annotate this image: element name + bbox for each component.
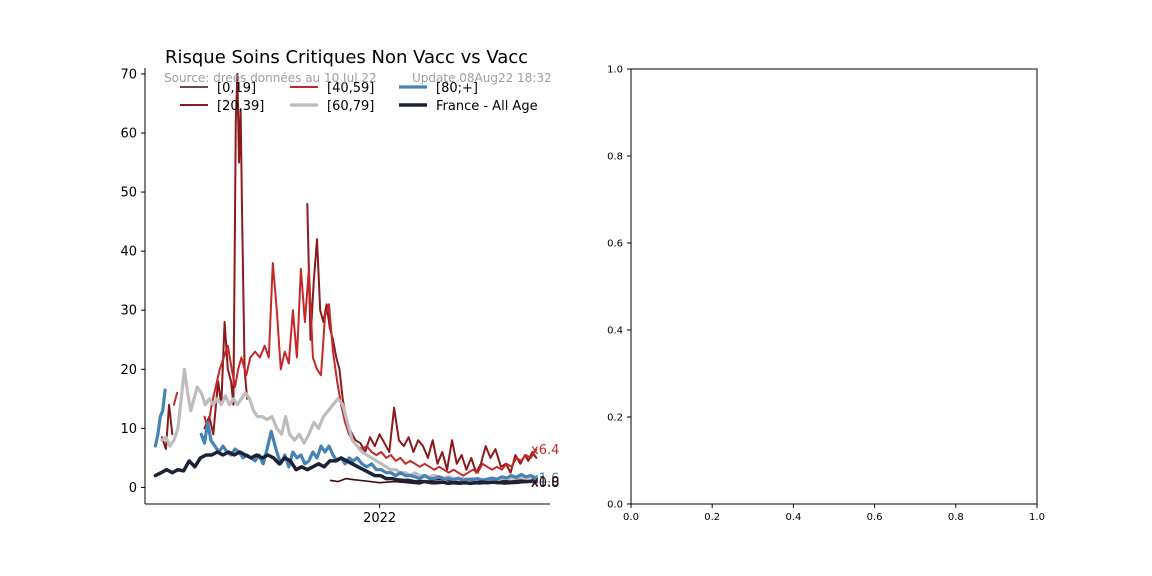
series-line-0-19 xyxy=(329,477,538,485)
end-label: x0.8 xyxy=(531,476,559,491)
chart-update-note: Update 08Aug22 18:32 xyxy=(412,71,552,85)
y-tick-label: 20 xyxy=(120,363,137,378)
series-line-20-39-seg1 xyxy=(203,72,249,436)
x-tick-label: 0.6 xyxy=(867,512,883,523)
legend: [0,19] [20,39] [40,59] [60,79] [80;+] France … xyxy=(180,81,538,114)
x-tick-label: 0.8 xyxy=(948,512,964,523)
series-line-20-39-seg2 xyxy=(306,202,538,474)
y-tick-label: 10 xyxy=(120,422,137,437)
series-line-40-59-seg0 xyxy=(172,391,179,406)
y-tick-label: 0.2 xyxy=(607,413,623,424)
y-tick-label: 0.6 xyxy=(607,239,623,250)
x-tick-label: 0.4 xyxy=(785,512,801,523)
left-y-ticks: 0 10 20 30 40 50 60 70 xyxy=(120,67,145,496)
x-tick-label: 2022 xyxy=(363,511,396,526)
right-x-ticks: 0.0 0.2 0.4 0.6 0.8 1.0 xyxy=(623,504,1045,523)
left-end-labels: x6.4 x1.6x1.0x0.8 xyxy=(531,443,559,491)
legend-label-40-59: [40,59] xyxy=(327,81,374,96)
series-line-40-59-seg1 xyxy=(203,262,538,477)
series-line-20-39-seg0 xyxy=(160,403,174,451)
y-tick-label: 0.0 xyxy=(607,500,623,511)
end-label: x6.4 xyxy=(531,443,559,458)
legend-label-20-39: [20,39] xyxy=(217,99,264,114)
y-tick-label: 0 xyxy=(129,481,137,496)
y-tick-label: 30 xyxy=(120,304,137,319)
right-y-ticks: 0.0 0.2 0.4 0.6 0.8 1.0 xyxy=(607,65,631,511)
y-tick-label: 40 xyxy=(120,245,137,260)
x-tick-label: 1.0 xyxy=(1029,512,1045,523)
chart-title: Risque Soins Critiques Non Vacc vs Vacc xyxy=(165,47,528,68)
y-tick-label: 60 xyxy=(120,126,137,141)
left-series-lines xyxy=(153,72,539,486)
end-label: x1.0 xyxy=(531,475,559,490)
right-chart: 0.0 0.2 0.4 0.6 0.8 1.0 0.0 0.2 0.4 0.6 0.8 1.0 xyxy=(607,65,1045,524)
chart-source-note: Source: drees données au 10 Jul 22 xyxy=(164,71,377,85)
y-tick-label: 70 xyxy=(120,67,137,82)
x-tick-label: 0.0 xyxy=(623,512,639,523)
left-x-ticks: 2022 xyxy=(363,504,396,526)
legend-label-60-79: [60,79] xyxy=(327,99,374,114)
series-line-france-all-age xyxy=(153,450,539,486)
legend-label-80: [80;+] xyxy=(436,81,478,96)
left-chart: 0 10 20 30 40 50 60 70 2022 x6.4 x1.6x1.0x0.8 [0… xyxy=(120,47,559,526)
legend-label-france-all-age: France - All Age xyxy=(436,99,538,114)
right-axes-frame xyxy=(630,68,1038,505)
y-tick-label: 1.0 xyxy=(607,65,623,76)
legend-label-0-19: [0,19] xyxy=(217,81,256,96)
x-tick-label: 0.2 xyxy=(704,512,720,523)
y-tick-label: 0.4 xyxy=(607,326,623,337)
y-tick-label: 50 xyxy=(120,186,137,201)
series-line-80-seg0 xyxy=(153,388,167,448)
end-label: x1.6 xyxy=(531,472,559,487)
y-tick-label: 0.8 xyxy=(607,152,623,163)
